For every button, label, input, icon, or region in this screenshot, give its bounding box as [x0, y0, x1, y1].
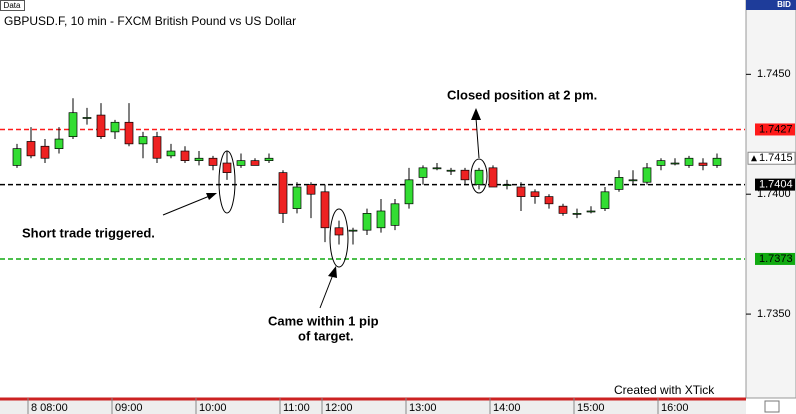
candle-body	[404, 179, 414, 205]
arrowhead	[328, 266, 337, 278]
candle-body	[530, 191, 540, 197]
watermark: Created with XTick	[614, 383, 715, 397]
highlight-ellipse	[470, 158, 488, 194]
candle-body	[572, 213, 582, 215]
annotation: Came within 1 pip	[268, 313, 379, 328]
level-label-box	[755, 178, 795, 191]
candle-body	[614, 177, 624, 190]
plot: 1.7450 1.7400 1.7350 1.7427 1.7404 1.7373 1.74…	[0, 68, 796, 414]
y-tick-label: 1.7400	[757, 188, 791, 200]
arrow	[162, 194, 213, 216]
candle-body	[670, 162, 680, 165]
x-tick-label: 15:00	[577, 402, 605, 414]
level-label: 1.7427	[759, 123, 793, 135]
bid-header	[746, 0, 796, 10]
level-label-box	[755, 123, 795, 136]
level-label-box	[755, 252, 795, 265]
x-tick-label: 09:00	[115, 402, 143, 414]
level-label: 1.7373	[759, 253, 793, 265]
last-price-label: 1.7415	[759, 152, 793, 164]
candle-body	[502, 184, 512, 186]
candle-body	[600, 191, 610, 209]
candle-body	[12, 148, 22, 166]
x-tick-label: 16:00	[661, 402, 689, 414]
candle-body	[432, 167, 442, 170]
candle-body	[334, 227, 344, 236]
candle-body	[82, 117, 92, 119]
chart-title: GBPUSD.F, 10 min - FXCM British Pound vs…	[4, 14, 296, 28]
arrow	[319, 271, 335, 309]
candle-body	[54, 138, 64, 150]
arrow	[475, 117, 480, 159]
arrowhead	[471, 108, 481, 120]
candle-body	[138, 136, 148, 145]
candle-body	[698, 162, 708, 166]
candle-body	[208, 157, 218, 166]
candle-body	[180, 150, 190, 161]
candle-body	[642, 167, 652, 183]
candle-body	[684, 157, 694, 166]
candle-body	[656, 160, 666, 166]
x-tick-label: 13:00	[409, 402, 437, 414]
candle-body	[152, 136, 162, 159]
last-price-marker	[751, 155, 757, 162]
candle-body	[320, 191, 330, 229]
candle-body	[166, 150, 176, 157]
x-tick-label: 10:00	[199, 402, 227, 414]
annotation: Closed position at 2 pm.	[447, 87, 597, 102]
candle-body	[558, 205, 568, 214]
annotation: Short trade triggered.	[22, 225, 155, 240]
candle-body	[586, 210, 596, 213]
bid-label: BID	[777, 0, 791, 9]
y-tick-label: 1.7450	[757, 68, 791, 80]
candle-body	[250, 160, 260, 166]
highlight-ellipse	[218, 150, 236, 214]
last-price-box	[747, 151, 796, 165]
candle-body	[418, 167, 428, 178]
candle-body	[348, 229, 358, 232]
data-tab-label: Data	[4, 1, 21, 10]
candle-body	[544, 196, 554, 205]
time-axis	[0, 398, 746, 414]
y-tick-label: 1.7350	[757, 308, 791, 320]
price-axis-panel	[745, 0, 796, 399]
candle-body	[376, 210, 386, 229]
candle-body	[474, 169, 484, 185]
candle-body	[124, 121, 134, 145]
arrowhead	[206, 193, 217, 200]
level-label: 1.7404	[759, 179, 793, 191]
candle-body	[292, 186, 302, 209]
candle-body	[68, 112, 78, 138]
x-tick-label: 11:00	[283, 402, 310, 414]
candle-body	[222, 162, 232, 173]
data-tab	[0, 0, 25, 11]
annotation-shapes	[162, 117, 488, 309]
candle-body	[460, 169, 470, 181]
candle-body	[488, 167, 498, 188]
candle-body	[362, 213, 372, 231]
corner-icon	[764, 400, 780, 413]
candle-body	[26, 141, 36, 157]
candle-body	[446, 169, 456, 172]
candle-body	[110, 121, 120, 133]
candle-body	[236, 160, 246, 166]
candle-body	[40, 145, 50, 159]
candle-body	[278, 172, 288, 214]
x-tick-label: 12:00	[325, 402, 353, 414]
x-tick-label: 14:00	[493, 402, 521, 414]
candle-body	[712, 157, 722, 166]
x-tick-label: 8 08:00	[31, 402, 68, 414]
arrowheads	[206, 108, 481, 278]
highlight-ellipse	[329, 208, 349, 268]
candle-body	[628, 179, 638, 182]
candle-body	[390, 203, 400, 226]
annotation: of target.	[298, 328, 354, 343]
candle-body	[194, 157, 204, 161]
candle-body	[516, 186, 526, 197]
candle-body	[96, 114, 106, 138]
candle-body	[306, 184, 316, 195]
candle-body	[264, 157, 274, 161]
